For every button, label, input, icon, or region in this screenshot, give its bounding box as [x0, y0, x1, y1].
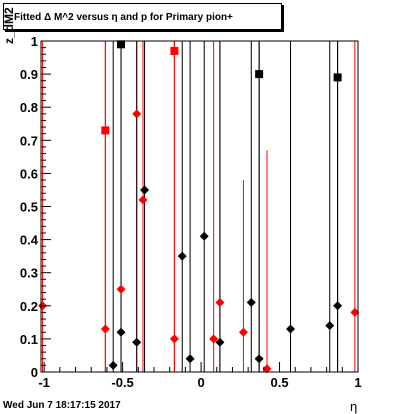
data-point-square	[255, 70, 264, 79]
data-point-diamond	[185, 354, 195, 364]
data-point-diamond	[199, 231, 209, 241]
data-point-diamond	[209, 334, 219, 344]
plot-frame	[40, 40, 359, 373]
y-tick-label: 0.8	[20, 100, 38, 115]
y-tick-label: 0.2	[20, 299, 38, 314]
data-point-diamond	[108, 360, 118, 370]
x-tick-label: 1	[354, 375, 361, 390]
data-point-diamond	[140, 185, 150, 195]
data-point-square	[333, 73, 342, 82]
y-axis-title-text: z_dM2	[2, 7, 16, 44]
data-point-diamond	[169, 334, 179, 344]
data-point-diamond	[215, 297, 225, 307]
data-point-diamond	[138, 195, 148, 205]
y-tick-label: 0	[31, 365, 38, 380]
y-tick-label: 0.3	[20, 266, 38, 281]
data-point-diamond	[132, 337, 142, 347]
x-tick-label: -1	[38, 375, 50, 390]
data-point-diamond	[325, 321, 335, 331]
data-point-diamond	[262, 364, 272, 374]
data-point-diamond	[100, 324, 110, 334]
markers-layer	[38, 40, 360, 374]
data-point-square	[170, 46, 179, 55]
axis-ticks-layer	[41, 40, 359, 373]
data-point-diamond	[254, 354, 264, 364]
plot-title: Fitted Δ M^2 versus η and p for Primary …	[14, 12, 233, 23]
y-tick-label: 1	[31, 34, 38, 49]
data-point-square	[101, 126, 110, 135]
data-point-diamond	[116, 284, 126, 294]
data-point-diamond	[286, 324, 296, 334]
data-point-diamond	[116, 327, 126, 337]
error-bars-layer	[42, 41, 356, 372]
y-axis-title: z_dM2	[2, 7, 16, 44]
y-tick-label: 0.5	[20, 200, 38, 215]
y-tick-label: 0.9	[20, 67, 38, 82]
data-point-diamond	[350, 307, 360, 317]
x-axis-title: η	[350, 399, 358, 414]
y-tick-label: 0.7	[20, 133, 38, 148]
x-tick-label: 0.5	[270, 375, 288, 390]
y-tick-label: 0.1	[20, 332, 38, 347]
tick-labels-layer: -1 -0.5 0 0.5 1 0 0.1 0.2 0.3 0.4 0.5 0.6 0.7 0.8 0.9 1	[20, 34, 362, 390]
data-point-diamond	[246, 297, 256, 307]
data-point-square	[117, 40, 126, 49]
data-point-diamond	[177, 251, 187, 261]
data-point-diamond	[333, 301, 343, 311]
data-point-diamond	[132, 109, 142, 119]
y-tick-label: 0.4	[20, 233, 39, 248]
x-tick-label: 0	[197, 375, 204, 390]
data-point-diamond	[238, 327, 248, 337]
footer-timestamp: Wed Jun 7 18:17:15 2017	[3, 400, 121, 411]
plot-title-box: Fitted Δ M^2 versus η and p for Primary …	[3, 3, 282, 30]
data-point-diamond	[215, 337, 225, 347]
x-tick-label: -0.5	[111, 375, 133, 390]
y-tick-label: 0.6	[20, 166, 38, 181]
